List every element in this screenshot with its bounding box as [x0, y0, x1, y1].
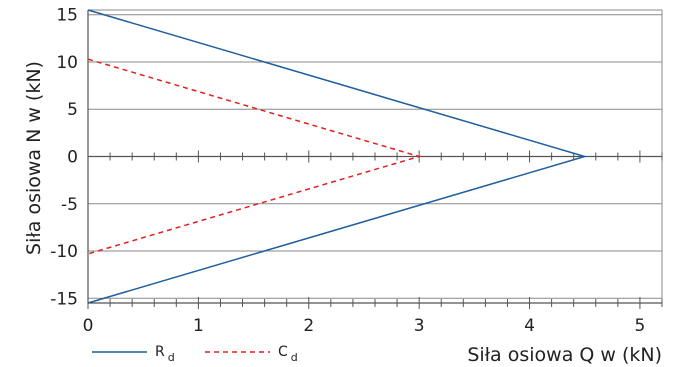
y-tick-label: -15 [50, 289, 78, 309]
x-axis-title: Siła osiowa Q w (kN) [467, 344, 662, 366]
grid [88, 14, 662, 299]
y-tick-label: 10 [56, 53, 78, 73]
x-tick-label: 3 [414, 316, 425, 336]
series-line-rd [87, 9, 588, 304]
y-tick-label: 5 [67, 100, 78, 120]
y-tick-label: -10 [50, 242, 78, 262]
y-axis-title: Siła osiowa N w (kN) [23, 61, 45, 255]
series-group [87, 9, 588, 304]
y-tick-label: 0 [67, 148, 78, 168]
x-tick-label: 5 [635, 316, 646, 336]
series-line-cd [87, 58, 422, 255]
x-tick-label: 2 [303, 316, 314, 336]
x-tick-label: 1 [193, 316, 204, 336]
axes [87, 9, 663, 309]
y-tick-label: 15 [56, 6, 78, 26]
x-tick-label: 0 [83, 316, 94, 336]
y-tick-label: -5 [61, 195, 78, 215]
x-tick-label: 4 [524, 316, 535, 336]
